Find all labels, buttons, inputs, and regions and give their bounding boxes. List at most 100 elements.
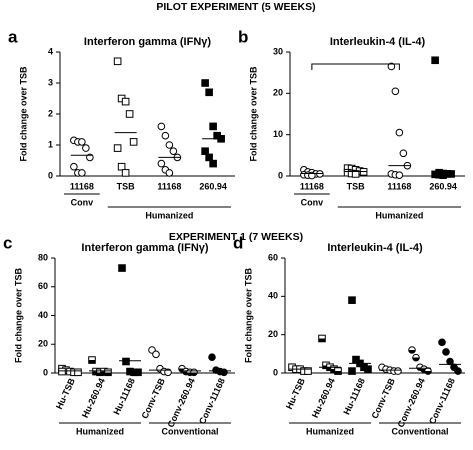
y-tick-label: 1 [48,139,53,149]
y-tick-label: 0 [273,367,278,377]
group-label: Humanized [306,426,354,436]
data-point [113,144,122,152]
data-point [161,131,170,140]
data-point [209,159,217,168]
data-point [121,169,130,177]
x-tick-label: 260.94 [199,181,227,191]
group-label: Humanized [145,210,193,220]
data-point [190,368,198,377]
y-tick-label: 20 [268,329,278,339]
group-label: Conv [301,197,324,207]
x-tick-label: TSB [117,181,136,191]
y-tick-label: 4 [48,46,53,56]
data-point [74,368,82,377]
y-tick-label: 40 [268,291,278,301]
heading: EXPERIMENT 1 (7 WEEKS) [169,231,303,243]
data-point [86,153,94,162]
data-point [165,169,174,177]
y-tick-label: 10 [273,129,283,139]
data-point [201,79,209,87]
y-tick-label: 20 [38,339,48,349]
x-tick-label: Conv-260.94 [165,377,196,429]
y-tick-label: 30 [273,46,283,56]
x-tick-label: 11168 [157,181,181,191]
data-point [208,353,216,361]
panel-title: Interleukin-4 (IL-4) [330,36,426,48]
panel-title: Interferon gamma (IFNγ) [81,242,208,254]
data-point [134,368,142,377]
x-tick-label: 11168 [387,181,411,191]
data-point [454,367,462,375]
panel-letter: c [3,233,12,252]
data-point [205,88,213,97]
data-point [78,138,86,146]
data-point [82,144,90,152]
group-label: Conv [71,197,94,207]
data-point [442,348,450,356]
data-point [122,357,130,366]
data-point [364,365,372,373]
data-point [104,368,112,377]
data-point [117,162,126,171]
data-point [318,334,326,343]
data-point [438,338,446,347]
y-tick-label: 2 [48,108,53,118]
data-point [88,356,96,364]
y-tick-label: 0 [278,170,283,180]
panel-letter: b [238,27,248,46]
x-tick-label: Conv-TSB [370,376,398,420]
x-tick-label: 260.94 [429,181,457,191]
x-tick-label: TSB [347,181,366,191]
y-tick-label: 3 [48,77,53,87]
data-point [157,159,166,168]
data-point [209,122,217,131]
panel-title: Interferon gamma (IFNγ) [84,36,211,48]
x-tick-label: Conv-TSB [140,376,168,420]
x-tick-label: Conv-260.94 [395,377,426,429]
data-point [152,350,160,359]
y-tick-label: 0 [48,170,53,180]
panel-letter: d [233,233,243,252]
data-point [408,346,416,354]
y-tick-label: 0 [43,367,48,377]
data-point [164,368,172,377]
data-point [348,367,356,375]
data-point [352,355,360,364]
x-tick-label: 11168 [70,181,94,191]
data-point [201,147,209,155]
x-tick-label: Conv-11168 [427,377,457,426]
x-tick-label: Hu-11168 [341,377,367,417]
group-label: Humanized [375,210,423,220]
x-tick-label: Hu-260.94 [310,377,337,420]
data-point [431,56,439,65]
data-point [391,87,400,96]
data-point [395,171,404,179]
data-point [334,367,342,375]
heading: PILOT EXPERIMENT (5 WEEKS) [156,1,315,13]
panel-title: Interleukin-4 (IL-4) [327,242,423,254]
data-point [125,110,134,118]
data-point [58,367,66,376]
y-tick-label: 60 [38,281,48,291]
data-point [446,357,454,366]
group-label: Conventional [161,426,218,436]
data-point [205,153,213,162]
data-point [412,353,420,362]
data-point [399,149,408,158]
data-point [304,367,312,375]
x-tick-label: Hu-TSB [54,376,77,411]
panel-letter: a [8,27,18,46]
x-tick-label: Hu-260.94 [80,377,107,420]
x-tick-label: Conv-11168 [197,377,227,426]
y-tick-label: 20 [273,88,283,98]
y-tick-label: 40 [38,310,48,320]
group-label: Humanized [76,426,124,436]
data-point [70,162,78,171]
y-axis-label: Fold change over TSB [248,66,258,162]
data-point [78,169,86,177]
data-point [387,62,396,71]
data-point [394,367,402,375]
data-point [121,97,130,106]
x-tick-label: Hu-11168 [111,377,137,417]
group-label: Conventional [391,426,448,436]
